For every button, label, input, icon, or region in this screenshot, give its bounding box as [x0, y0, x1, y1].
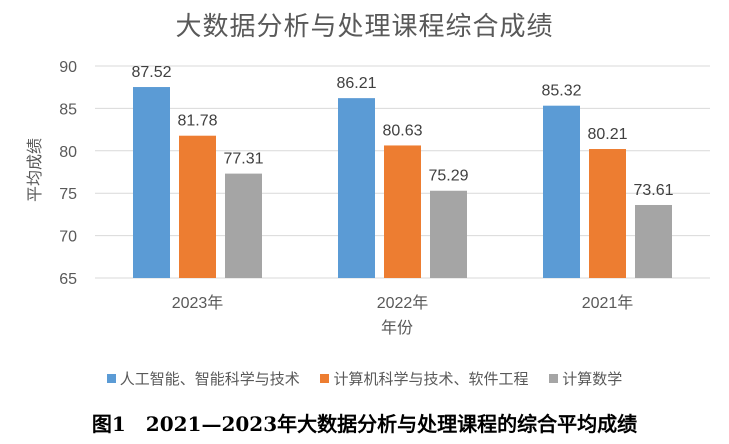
data-label: 77.31 [223, 151, 263, 168]
bar [338, 98, 375, 279]
bar [225, 173, 262, 278]
legend-swatch [549, 374, 559, 383]
x-tick-label: 2022年 [377, 294, 429, 312]
legend-item-math: 计算数学 [549, 368, 622, 389]
data-label: 75.29 [428, 168, 468, 185]
data-labels: 87.52 81.78 77.31 86.21 80.63 75.29 85.32 80.21… [131, 64, 673, 199]
legend-item-ai: 人工智能、智能科学与技术 [106, 368, 300, 389]
y-tick-label: 70 [59, 229, 77, 246]
bar [133, 87, 170, 279]
legend-label: 计算机科学与技术、软件工程 [333, 370, 529, 388]
bar [179, 135, 216, 278]
bar [635, 204, 672, 278]
legend-label: 人工智能、智能科学与技术 [119, 370, 300, 388]
data-label: 73.61 [633, 182, 673, 199]
data-label: 81.78 [177, 113, 217, 130]
legend-swatch [320, 374, 330, 383]
bar-chart: 65 70 75 80 85 90 87.52 81.78 77.31 86.21 80.63 75… [26, 59, 710, 337]
y-axis-label: 平均成绩 [26, 138, 44, 202]
data-label: 80.21 [587, 126, 627, 143]
legend-item-cs: 计算机科学与技术、软件工程 [320, 368, 529, 389]
bar [543, 105, 580, 278]
bar [589, 149, 626, 278]
y-tick-label: 85 [59, 101, 77, 118]
chart-title: 大数据分析与处理课程综合成绩 [175, 12, 554, 42]
x-tick-labels: 2023年 2022年 2021年 [172, 294, 634, 312]
legend: 人工智能、智能科学与技术 计算机科学与技术、软件工程 计算数学 [0, 368, 729, 389]
figure-caption: 图1 2021—2023年大数据分析与处理课程的综合平均成绩 [91, 412, 638, 436]
y-tick-label: 65 [59, 271, 77, 288]
data-label: 85.32 [541, 83, 581, 100]
data-label: 87.52 [131, 64, 171, 81]
legend-swatch [106, 374, 116, 383]
bars [133, 87, 672, 279]
y-tick-label: 90 [59, 59, 77, 76]
data-label: 80.63 [382, 122, 422, 139]
y-tick-labels: 65 70 75 80 85 90 [59, 59, 77, 288]
x-tick-label: 2023年 [172, 294, 224, 312]
data-label: 86.21 [336, 75, 376, 92]
legend-label: 计算数学 [562, 370, 623, 388]
bar [430, 190, 467, 278]
bar [384, 145, 421, 278]
y-tick-label: 75 [59, 186, 77, 203]
y-tick-label: 80 [59, 144, 77, 161]
x-tick-label: 2021年 [582, 294, 634, 312]
x-axis-label: 年份 [381, 319, 413, 337]
